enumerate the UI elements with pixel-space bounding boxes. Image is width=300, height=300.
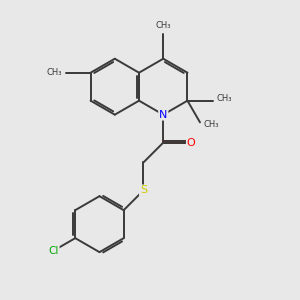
Text: Cl: Cl [48,246,59,256]
Text: S: S [140,185,147,195]
Text: CH₃: CH₃ [203,120,219,129]
Text: CH₃: CH₃ [216,94,232,103]
Text: CH₃: CH₃ [155,21,171,30]
Text: N: N [159,110,167,120]
Text: CH₃: CH₃ [46,68,62,77]
Text: O: O [187,138,196,148]
